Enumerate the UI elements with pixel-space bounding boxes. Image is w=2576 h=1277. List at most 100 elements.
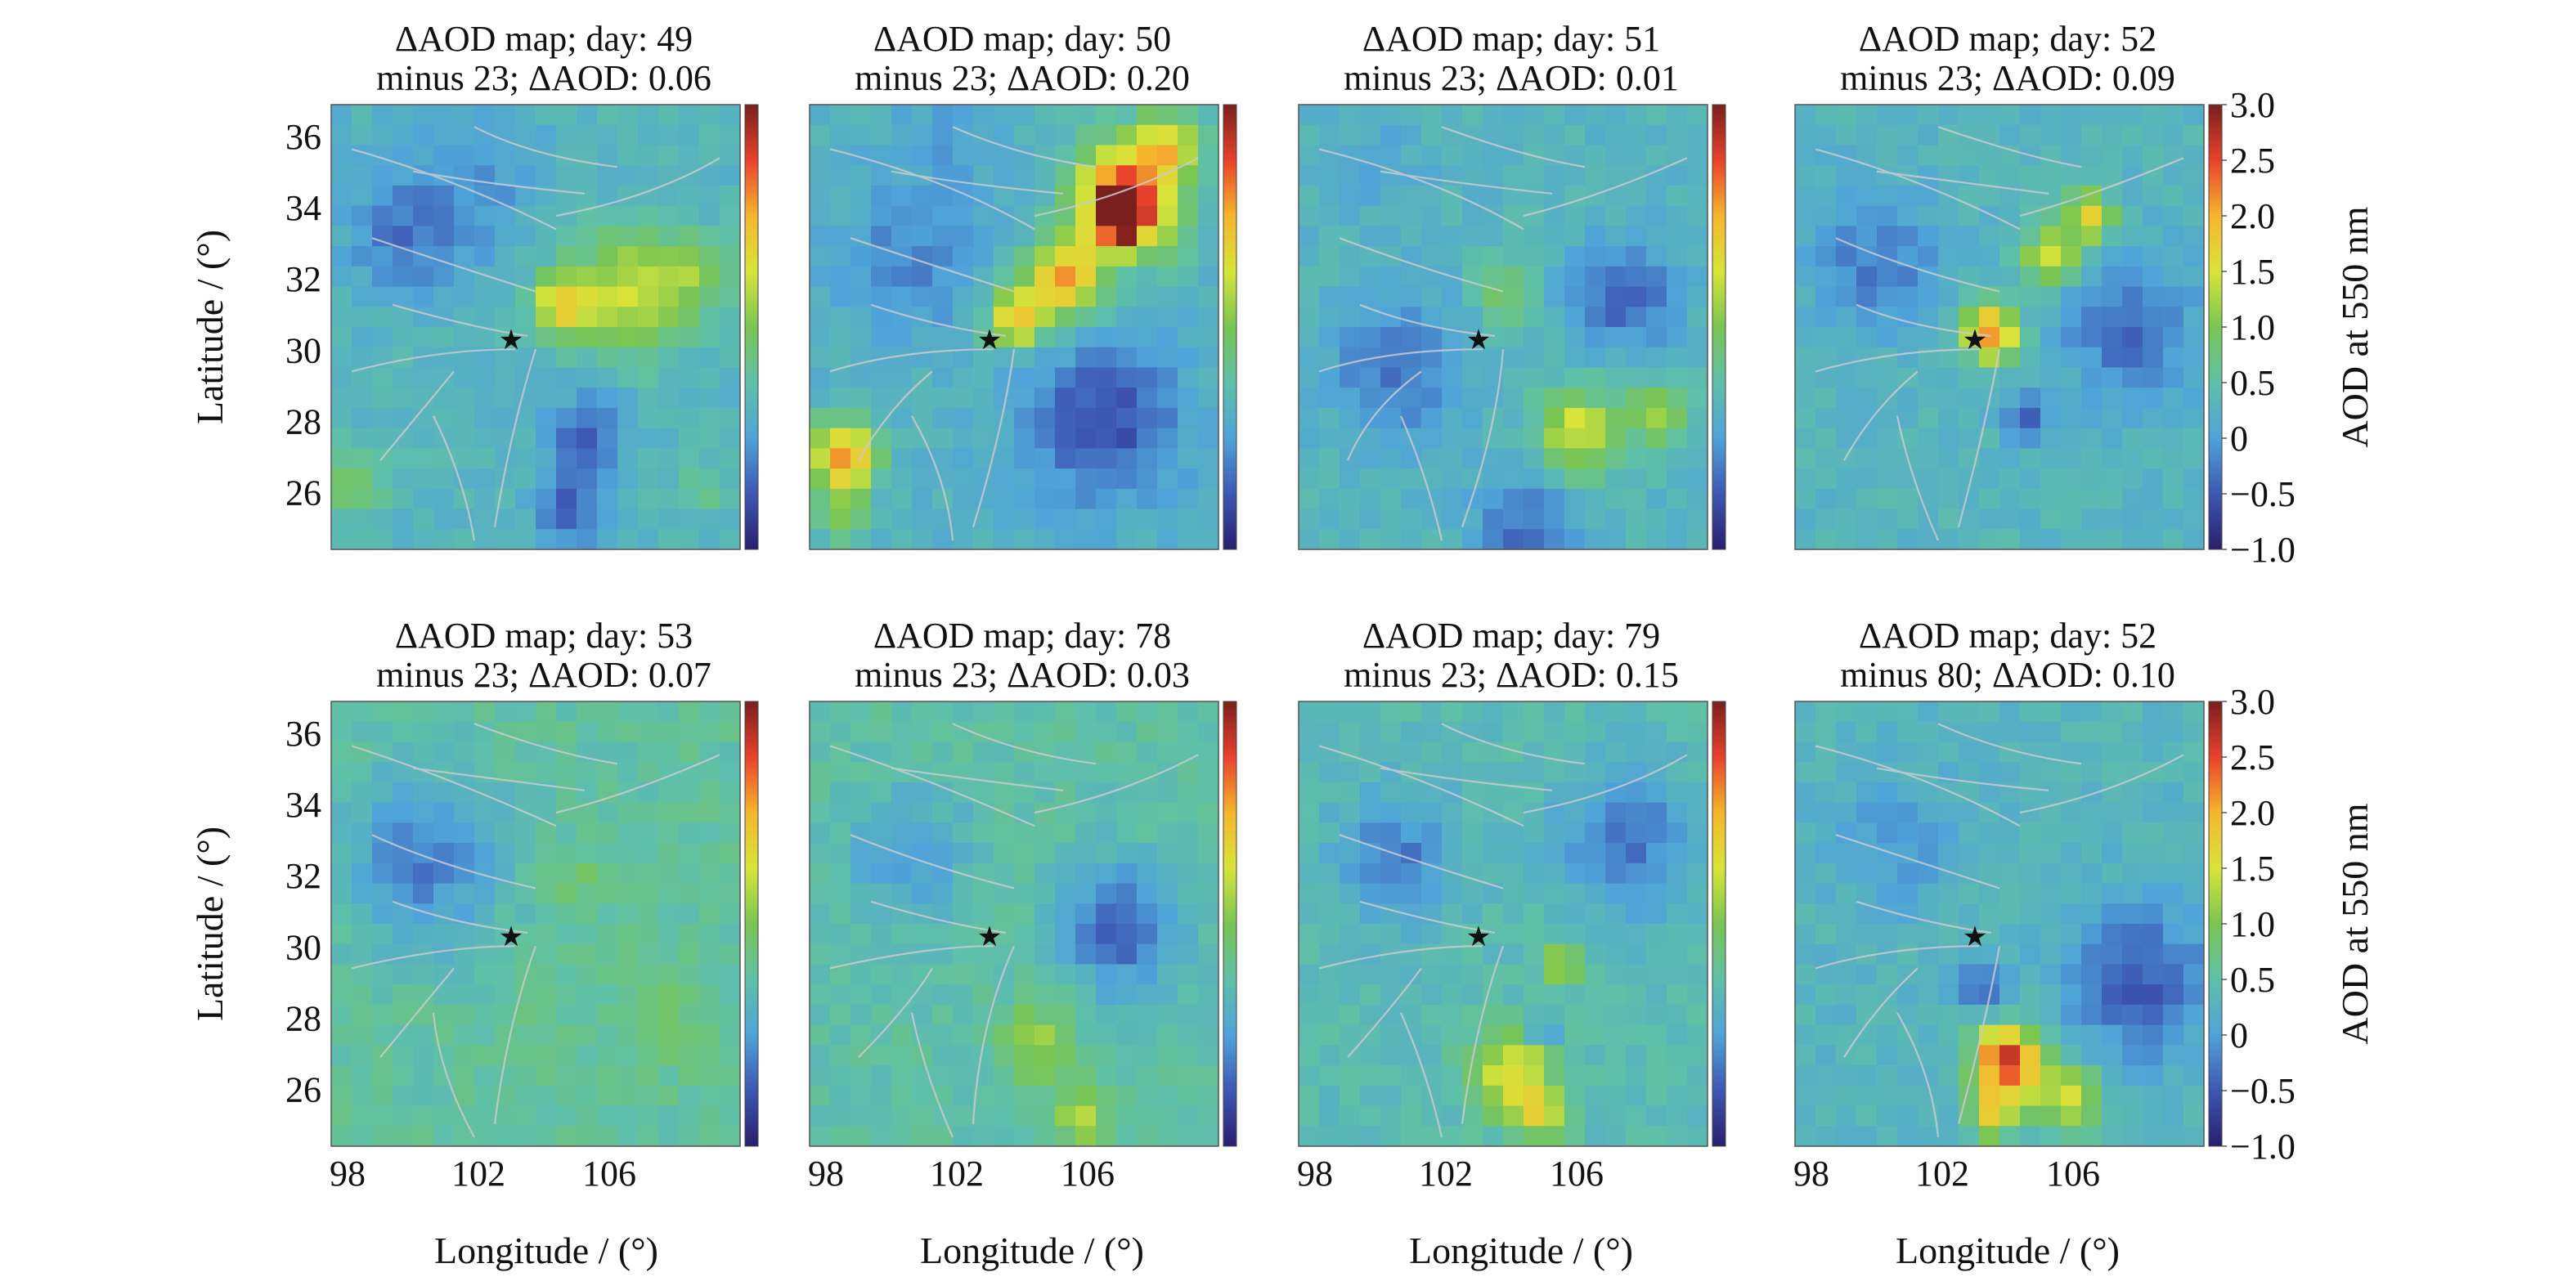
heatmap-cell [830, 327, 851, 348]
heatmap-cell [1483, 883, 1504, 904]
y-tick-label: 28 [285, 401, 321, 441]
heatmap-cell [1075, 246, 1097, 267]
heatmap-cell [638, 407, 659, 429]
heatmap-cell [1503, 1065, 1524, 1087]
heatmap-cell [1564, 347, 1586, 369]
heatmap-cell [1938, 468, 1959, 490]
heatmap-cell [474, 226, 496, 247]
heatmap-cell [1178, 903, 1199, 925]
heatmap-cell [1585, 943, 1606, 966]
heatmap-cell [352, 1024, 373, 1046]
heatmap-cell [679, 448, 700, 469]
heatmap-cell [352, 246, 373, 267]
heatmap-cell [352, 488, 373, 510]
heatmap-cell [810, 943, 831, 966]
heatmap-cell [699, 843, 720, 864]
heatmap-cell [1999, 327, 2021, 348]
heatmap-cell [1380, 802, 1402, 823]
heatmap-cell [1667, 964, 1688, 985]
heatmap-cell [2081, 488, 2103, 510]
heatmap-cell [331, 1126, 352, 1147]
heatmap-cell [2122, 347, 2143, 369]
heatmap-cell [994, 984, 1015, 1006]
heatmap-cell [1178, 1045, 1199, 1066]
heatmap-cell [1421, 388, 1443, 409]
heatmap-cell [1795, 205, 1816, 226]
heatmap-cell [413, 266, 434, 288]
heatmap-cell [1979, 721, 2000, 743]
fault-line [1461, 945, 1505, 1124]
heatmap-cells [1299, 105, 1708, 550]
heatmap-cell [1815, 1126, 1837, 1147]
heatmap-cell [2183, 165, 2205, 186]
heatmap-cell [891, 124, 913, 146]
panel-frame [809, 701, 1219, 1147]
fault-line [1815, 945, 1980, 970]
heatmap-cell [658, 529, 680, 550]
heatmap-cell [1626, 124, 1647, 146]
heatmap-cell [850, 883, 872, 904]
heatmap-cell [2102, 468, 2123, 490]
heatmap-cell [953, 883, 974, 904]
heatmap-cell [1877, 822, 1898, 844]
heatmap-cell [1795, 1126, 1816, 1147]
heatmap-cell [1667, 388, 1688, 409]
heatmap-cell [1999, 843, 2021, 864]
heatmap-cell [556, 984, 577, 1006]
heatmap-cell [2061, 883, 2082, 904]
heatmap-cell [474, 488, 496, 510]
heatmap-cell [1646, 286, 1667, 307]
heatmap-cell [1096, 165, 1117, 186]
heatmap-cell [617, 701, 639, 723]
heatmap-cell [1137, 903, 1158, 925]
heatmap-cell [1462, 1065, 1483, 1087]
heatmap-cell [658, 1085, 680, 1107]
heatmap-cell [1605, 388, 1627, 409]
heatmap-cell [556, 347, 577, 369]
heatmap-cell [932, 782, 954, 804]
heatmap-cell [2163, 863, 2184, 885]
heatmap-cell [2143, 367, 2164, 388]
heatmap-cell [1075, 863, 1097, 885]
heatmap-cell [1959, 307, 1980, 328]
heatmap-cell [1585, 903, 1606, 925]
heatmap-cell [1360, 185, 1381, 207]
fault-line [392, 303, 528, 337]
x-axis-label-3: Longitude / (°) [1409, 1230, 1633, 1271]
x-tick-label: 106 [1061, 1154, 1115, 1194]
heatmap-cell [2163, 347, 2184, 369]
heatmap-cell [393, 266, 414, 288]
heatmap-cell [1014, 428, 1035, 449]
heatmap-cell [433, 407, 455, 429]
heatmap-cell [1198, 428, 1219, 449]
heatmap-cell [1137, 1004, 1158, 1026]
panel-title-line1: ΔAOD map; day: 49 [395, 19, 693, 59]
heatmap-cell [1938, 903, 1959, 925]
heatmap-cell [912, 883, 933, 904]
heatmap-cell [433, 1004, 455, 1026]
heatmap-cell [1626, 529, 1647, 550]
heatmap-cell [1014, 964, 1035, 985]
heatmap-cell [1503, 367, 1524, 388]
heatmap-cell [1178, 428, 1199, 449]
heatmap-cell [1157, 1024, 1178, 1046]
heatmap-cell [372, 782, 393, 804]
heatmap-cell [474, 1126, 496, 1147]
heatmap-cell [577, 1065, 598, 1087]
heatmap-cell [850, 327, 872, 348]
heatmap-cell [1979, 185, 2000, 207]
heatmap-cell [953, 367, 974, 388]
heatmap-cell [2122, 984, 2143, 1006]
heatmap-cell [1999, 428, 2021, 449]
heatmap-cell [1646, 924, 1667, 945]
heatmap-cell [1096, 701, 1117, 723]
heatmap-cell [331, 721, 352, 743]
heatmap-cell [871, 246, 892, 267]
heatmap-cell [1034, 1085, 1056, 1107]
heatmap-cell [1319, 529, 1340, 550]
y-axis-label-top: Latitude / (°) [189, 230, 231, 424]
heatmap-cell [1918, 388, 1939, 409]
heatmap-cell [1938, 488, 1959, 510]
colorbar-tick-label: −0.5 [2230, 474, 2296, 514]
heatmap-cell [433, 226, 455, 247]
